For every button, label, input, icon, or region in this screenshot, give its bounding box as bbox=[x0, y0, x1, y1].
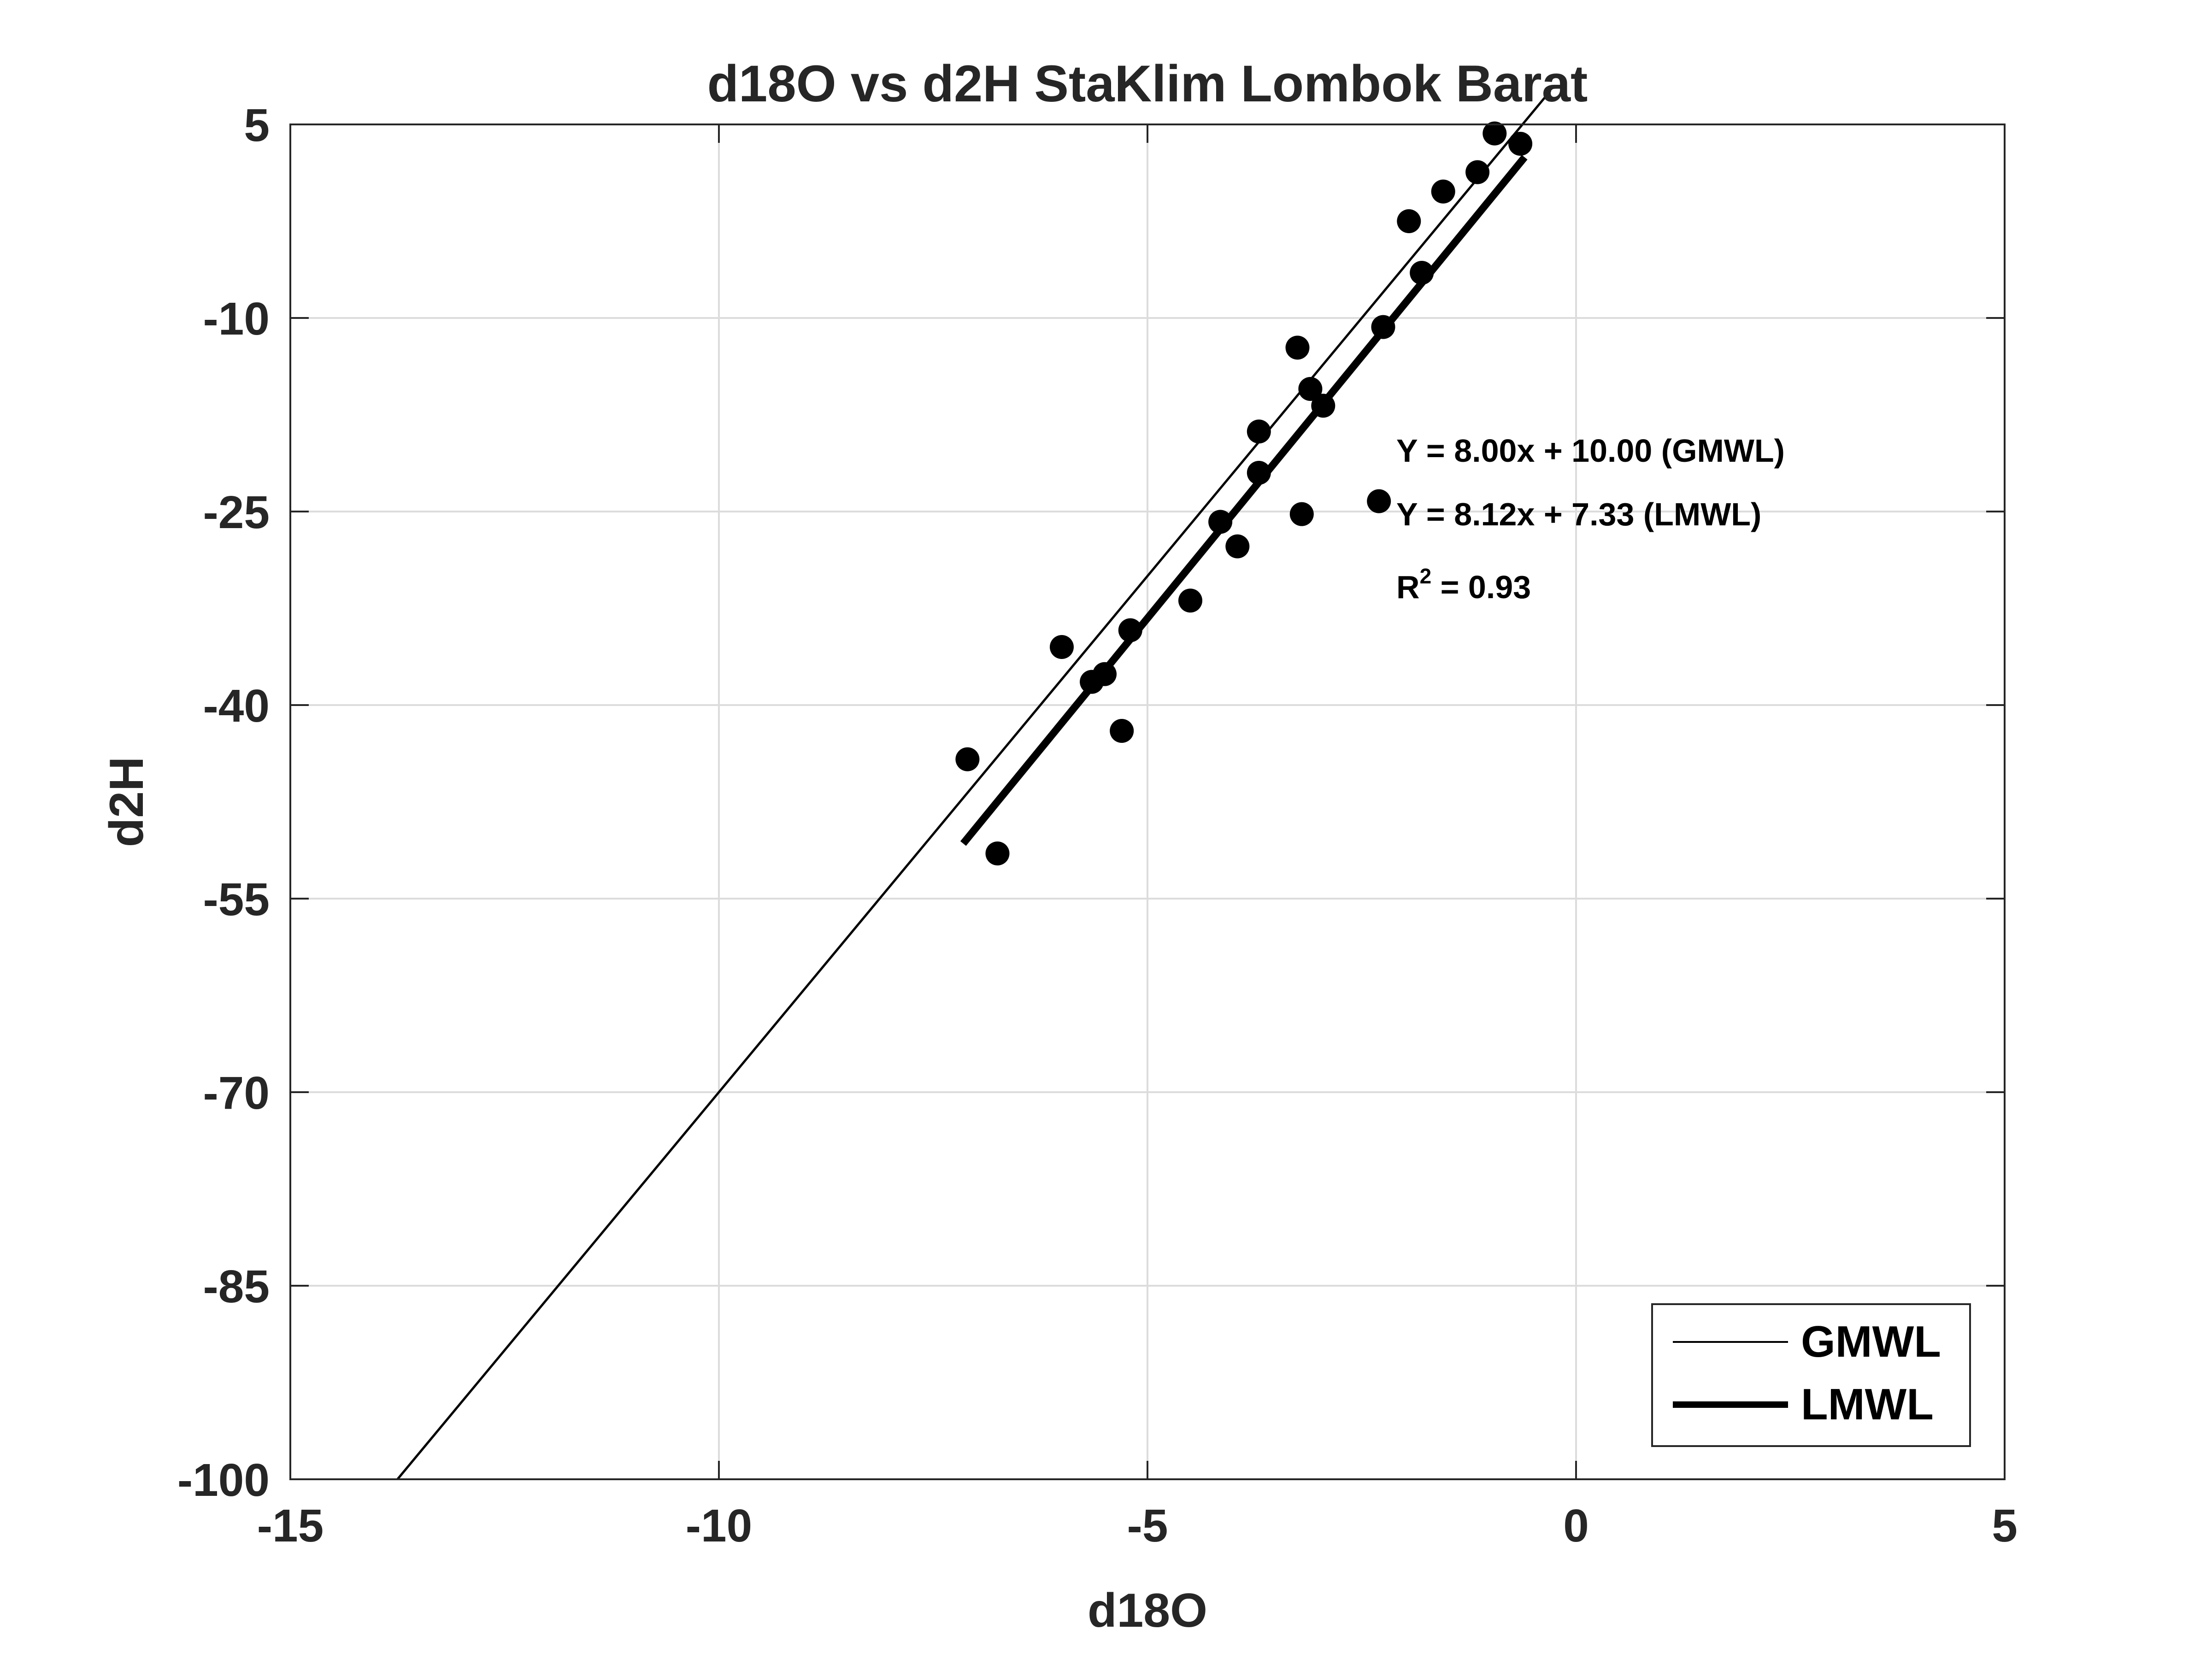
data-point bbox=[1371, 315, 1395, 339]
data-point bbox=[1410, 261, 1434, 285]
x-tick-label: 5 bbox=[1992, 1500, 2018, 1552]
data-point bbox=[1508, 132, 1533, 156]
y-tick-label: 5 bbox=[244, 100, 270, 151]
data-point bbox=[1247, 461, 1271, 485]
data-point bbox=[1050, 635, 1074, 659]
x-tick-label: -5 bbox=[1127, 1500, 1168, 1552]
data-point bbox=[1483, 121, 1507, 146]
data-point bbox=[955, 747, 980, 771]
data-point bbox=[1311, 394, 1335, 418]
x-tick-label: 0 bbox=[1563, 1500, 1589, 1552]
x-tick-label: -10 bbox=[686, 1500, 753, 1552]
data-point bbox=[1247, 419, 1271, 444]
data-point bbox=[1110, 719, 1134, 743]
x-tick-label: -15 bbox=[257, 1500, 324, 1552]
r-squared-value: = 0.93 bbox=[1431, 569, 1531, 605]
data-point bbox=[1465, 160, 1490, 184]
data-point bbox=[1397, 209, 1421, 233]
gmwl-line bbox=[396, 90, 1552, 1480]
data-point bbox=[1178, 588, 1202, 613]
lmwl-equation: Y = 8.12x + 7.33 (LMWL) bbox=[1396, 496, 1761, 532]
grid bbox=[290, 124, 2005, 1479]
x-axis-label: d18O bbox=[1088, 1584, 1207, 1637]
axis-ticks bbox=[289, 124, 2006, 1480]
gmwl-equation: Y = 8.00x + 10.00 (GMWL) bbox=[1396, 433, 1785, 469]
y-tick-label: -25 bbox=[203, 487, 270, 538]
y-tick-label: -85 bbox=[203, 1261, 270, 1312]
data-point bbox=[1208, 510, 1233, 534]
y-tick-label: -70 bbox=[203, 1067, 270, 1119]
legend-gmwl-label: GMWL bbox=[1801, 1317, 1941, 1366]
y-tick-label: -100 bbox=[177, 1454, 270, 1506]
data-point bbox=[1118, 618, 1142, 642]
r-squared-superscript: 2 bbox=[1420, 564, 1432, 588]
data-point bbox=[1285, 335, 1310, 360]
y-axis-label: d2H bbox=[100, 757, 153, 847]
y-tick-label: -40 bbox=[203, 680, 270, 732]
data-point bbox=[1298, 377, 1323, 401]
data-point bbox=[1093, 662, 1117, 686]
data-point bbox=[1225, 534, 1250, 559]
y-tick-label: -10 bbox=[203, 293, 270, 345]
legend-box bbox=[1651, 1303, 1971, 1447]
legend: GMWL LMWL bbox=[1651, 1303, 1971, 1447]
data-point bbox=[985, 841, 1010, 865]
data-point bbox=[1289, 502, 1314, 526]
r-squared-base: R bbox=[1396, 569, 1420, 605]
data-point bbox=[1431, 179, 1455, 204]
legend-lmwl-label: LMWL bbox=[1801, 1380, 1934, 1429]
data-points bbox=[955, 121, 1533, 865]
r-squared: R2 = 0.93 bbox=[1396, 564, 1531, 605]
chart-title: d18O vs d2H StaKlim Lombok Barat bbox=[707, 55, 1588, 112]
tick-labels: -15 -10 -5 0 5 -100 -85 -70 -55 -40 -25 -10 5 bbox=[177, 100, 2018, 1552]
y-tick-label: -55 bbox=[203, 874, 270, 925]
data-point bbox=[1367, 489, 1391, 513]
